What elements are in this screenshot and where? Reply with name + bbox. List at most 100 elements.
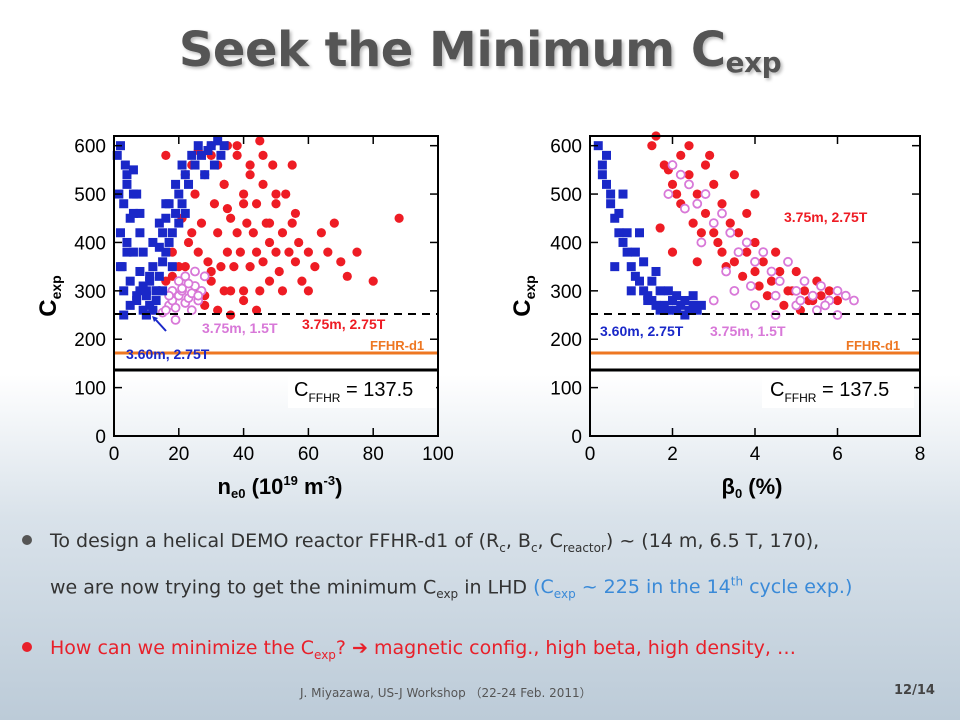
data-point [672, 305, 682, 315]
data-point [177, 283, 187, 294]
data-point [610, 213, 620, 223]
data-point [713, 237, 723, 248]
data-point [659, 305, 669, 315]
y-tick-label: 600 [74, 137, 106, 158]
data-point [138, 281, 148, 291]
data-point [122, 170, 132, 180]
text-segment: To design a helical DEMO reactor FFHR-d1… [50, 530, 500, 552]
data-point [277, 228, 288, 238]
annot-3.75m-1.5T: 3.75m, 1.5T [202, 320, 278, 336]
data-point [795, 295, 806, 306]
text-segment: magnetic config., high beta, high densit… [367, 636, 797, 659]
data-point [771, 247, 781, 257]
data-point [758, 257, 768, 267]
data-point [684, 170, 694, 180]
text-segment: ~ 225 in the 14 [575, 576, 731, 599]
data-point [832, 285, 843, 296]
data-point [242, 218, 252, 228]
data-point [684, 141, 694, 151]
x-tick-label: 4 [750, 444, 761, 465]
data-point [679, 203, 690, 214]
pointer-arrow [155, 319, 167, 332]
data-point [251, 247, 262, 257]
data-point [264, 218, 275, 228]
data-point [196, 218, 207, 228]
data-point [180, 262, 190, 272]
text-segment: we are now trying to get the minimum C [50, 576, 437, 599]
xlabel-unit: (10 [245, 474, 283, 499]
data-point [154, 271, 164, 281]
data-point [696, 300, 706, 310]
data-point [672, 189, 682, 199]
data-point [170, 314, 181, 325]
data-point [122, 247, 132, 257]
data-point [758, 247, 769, 258]
data-point [112, 150, 122, 160]
data-point [148, 305, 158, 315]
data-point [145, 271, 155, 281]
y-tick-label: 500 [74, 185, 106, 206]
data-point [692, 305, 702, 315]
data-point [791, 285, 802, 296]
data-point [287, 160, 297, 170]
data-point [277, 286, 288, 296]
data-point [141, 286, 151, 296]
data-point [708, 218, 719, 228]
data-point [271, 189, 281, 199]
data-point [141, 291, 151, 301]
annot-ffhr-d1: FFHR-d1 [846, 338, 900, 353]
data-point [226, 310, 236, 320]
data-point [750, 300, 760, 311]
data-point [807, 290, 818, 301]
text-segment: in LHD [458, 576, 534, 599]
cffhr-box [288, 374, 436, 408]
data-point [708, 295, 719, 306]
data-point [659, 300, 669, 310]
annot-ffhr-d1: FFHR-d1 [370, 338, 424, 353]
y-tick-label: 500 [550, 185, 582, 206]
data-point [119, 286, 129, 296]
data-point [135, 228, 145, 238]
data-point [602, 150, 611, 160]
data-point [264, 237, 275, 248]
x-tick-label: 6 [832, 444, 843, 465]
data-point [832, 310, 843, 320]
data-point [799, 286, 810, 296]
data-point [125, 276, 135, 286]
data-point [820, 300, 831, 311]
data-point [251, 199, 262, 209]
data-point [667, 160, 678, 170]
data-point [232, 141, 242, 151]
slide-title: Seek the Minimum Cexp [0, 22, 960, 79]
data-point [180, 208, 190, 218]
data-point [216, 150, 226, 160]
series-3-60m-2-75T [593, 141, 706, 320]
y-tick-label: 400 [550, 233, 582, 254]
data-point [177, 160, 187, 170]
y-tick-label: 100 [550, 379, 582, 400]
data-point [655, 223, 665, 233]
footer-citation: J. Miyazawa, US-J Workshop （22-24 Feb. 2… [300, 686, 592, 700]
data-point [750, 189, 760, 199]
data-point [742, 208, 752, 219]
data-point [667, 247, 678, 257]
data-point [167, 228, 177, 238]
data-point [135, 286, 145, 296]
data-point [741, 237, 752, 248]
data-point [336, 257, 346, 267]
data-point [310, 262, 320, 272]
data-point [849, 295, 859, 306]
data-point [597, 160, 607, 170]
data-point [193, 247, 203, 257]
data-point [750, 256, 760, 267]
data-point [717, 208, 727, 219]
data-point [680, 310, 690, 320]
cffhr-sub: FFHR [784, 391, 816, 405]
data-point [717, 199, 727, 209]
data-point [203, 146, 213, 156]
data-point [626, 262, 636, 272]
data-point [119, 199, 129, 209]
x-tick-label: 8 [915, 444, 926, 465]
x-tick-label: 20 [168, 444, 189, 465]
data-point [120, 160, 130, 170]
